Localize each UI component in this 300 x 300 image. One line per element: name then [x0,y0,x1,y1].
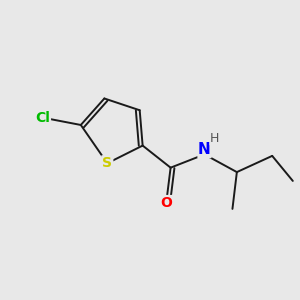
Text: H: H [210,132,220,145]
Text: O: O [160,196,172,210]
Text: S: S [102,156,112,170]
Text: Cl: Cl [35,111,50,124]
Text: N: N [198,142,211,158]
